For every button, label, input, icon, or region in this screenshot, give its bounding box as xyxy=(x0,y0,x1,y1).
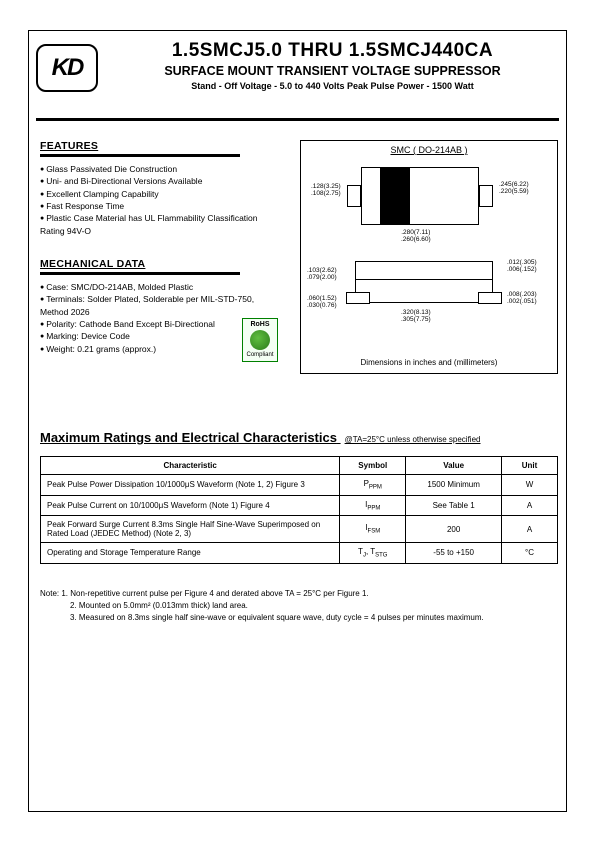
cathode-band xyxy=(380,168,410,224)
note-1: Note: 1. Non-repetitive current pulse pe… xyxy=(40,588,558,600)
list-item: Fast Response Time xyxy=(40,200,270,212)
cell-char: Peak Pulse Current on 10/1000μS Waveform… xyxy=(41,495,340,516)
cell-val: 200 xyxy=(406,516,502,543)
subscript: STG xyxy=(375,553,387,559)
brand-logo-text: KD xyxy=(52,54,83,82)
rohs-badge: RoHS Compliant xyxy=(242,318,278,362)
rohs-compliant-label: Compliant xyxy=(243,352,277,358)
list-item: Terminals: Solder Plated, Solderable per… xyxy=(40,293,270,318)
dim-label: .103(2.62) .079(2.00) xyxy=(307,267,337,281)
cell-char: Operating and Storage Temperature Range xyxy=(41,543,340,564)
cell-char: Peak Forward Surge Current 8.3ms Single … xyxy=(41,516,340,543)
dim-label: .060(1.52) .030(0.76) xyxy=(307,295,337,309)
pkg-foot-left xyxy=(346,292,370,304)
dim-label: .012(.305) .006(.152) xyxy=(507,259,537,273)
dim-label: .008(.203) .002(.051) xyxy=(507,291,537,305)
list-item: Marking: Device Code xyxy=(40,330,270,342)
cell-sym: PPPM xyxy=(340,475,406,496)
list-item: Polarity: Cathode Band Except Bi-Directi… xyxy=(40,318,270,330)
ratings-table: Characteristic Symbol Value Unit Peak Pu… xyxy=(40,456,558,564)
note-2: 2. Mounted on 5.0mm² (0.013mm thick) lan… xyxy=(40,600,558,612)
cell-sym: IFSM xyxy=(340,516,406,543)
note-3: 3. Measured on 8.3ms single half sine-wa… xyxy=(40,612,558,624)
table-row: Peak Pulse Power Dissipation 10/1000μS W… xyxy=(41,475,558,496)
cell-unit: A xyxy=(502,516,558,543)
pkg-side-upper xyxy=(356,262,492,280)
mechanical-heading: MECHANICAL DATA xyxy=(40,258,270,270)
cell-sym: IPPM xyxy=(340,495,406,516)
list-item: Plastic Case Material has UL Flammabilit… xyxy=(40,212,270,237)
table-row: Peak Forward Surge Current 8.3ms Single … xyxy=(41,516,558,543)
col-symbol: Symbol xyxy=(340,457,406,475)
package-diagram: SMC ( DO-214AB ) .128(3.25) .108(2.75) .… xyxy=(300,140,558,374)
dim-label: .280(7.11) .260(6.60) xyxy=(401,229,431,243)
list-item: Weight: 0.21 grams (approx.) xyxy=(40,343,270,355)
features-list: Glass Passivated Die Construction Uni- a… xyxy=(40,163,270,237)
col-characteristic: Characteristic xyxy=(41,457,340,475)
ratings-heading: Maximum Ratings and Electrical Character… xyxy=(40,430,480,445)
table-header-row: Characteristic Symbol Value Unit xyxy=(41,457,558,475)
dim-label: .245(6.22) .220(5.59) xyxy=(499,181,529,195)
table-row: Operating and Storage Temperature Range … xyxy=(41,543,558,564)
pkg-foot-right xyxy=(478,292,502,304)
part-number-title: 1.5SMCJ5.0 THRU 1.5SMCJ440CA xyxy=(106,40,559,62)
product-subtitle: SURFACE MOUNT TRANSIENT VOLTAGE SUPPRESS… xyxy=(106,64,559,78)
title-block: 1.5SMCJ5.0 THRU 1.5SMCJ440CA SURFACE MOU… xyxy=(106,40,559,112)
ratings-heading-text: Maximum Ratings and Electrical Character… xyxy=(40,430,337,445)
pkg-top-view xyxy=(361,167,479,225)
list-item: Uni- and Bi-Directional Versions Availab… xyxy=(40,175,270,187)
dim-label: .320(8.13) .305(7.75) xyxy=(401,309,431,323)
subscript: PPM xyxy=(367,505,380,511)
features-heading: FEATURES xyxy=(40,140,270,152)
pkg-lead-right xyxy=(479,185,493,207)
cell-unit: A xyxy=(502,495,558,516)
subscript: PPM xyxy=(369,485,382,491)
list-item: Glass Passivated Die Construction xyxy=(40,163,270,175)
diagram-caption: Dimensions in inches and (millimeters) xyxy=(301,358,557,367)
header: KD 1.5SMCJ5.0 THRU 1.5SMCJ440CA SURFACE … xyxy=(36,40,559,112)
cell-val: See Table 1 xyxy=(406,495,502,516)
cell-sym: TJ, TSTG xyxy=(340,543,406,564)
features-rule xyxy=(40,154,240,157)
cell-unit: °C xyxy=(502,543,558,564)
diagram-title: SMC ( DO-214AB ) xyxy=(301,145,557,155)
cell-char: Peak Pulse Power Dissipation 10/1000μS W… xyxy=(41,475,340,496)
header-rule xyxy=(36,118,559,121)
features-section: FEATURES Glass Passivated Die Constructi… xyxy=(40,140,270,237)
rohs-label: RoHS xyxy=(243,321,277,328)
brand-logo: KD xyxy=(36,44,98,92)
mechanical-list: Case: SMC/DO-214AB, Molded Plastic Termi… xyxy=(40,281,270,355)
cell-unit: W xyxy=(502,475,558,496)
list-item: Case: SMC/DO-214AB, Molded Plastic xyxy=(40,281,270,293)
cell-val: 1500 Minimum xyxy=(406,475,502,496)
subscript: FSM xyxy=(368,529,381,535)
table-row: Peak Pulse Current on 10/1000μS Waveform… xyxy=(41,495,558,516)
mechanical-rule xyxy=(40,272,240,275)
pkg-lead-left xyxy=(347,185,361,207)
mechanical-section: MECHANICAL DATA Case: SMC/DO-214AB, Mold… xyxy=(40,258,270,355)
ratings-condition: @TA=25°C unless otherwise specified xyxy=(345,435,481,444)
pkg-side-view xyxy=(355,261,493,303)
spec-line: Stand - Off Voltage - 5.0 to 440 Volts P… xyxy=(106,81,559,91)
leaf-icon xyxy=(250,330,270,350)
cell-val: -55 to +150 xyxy=(406,543,502,564)
subscript: J xyxy=(363,553,366,559)
col-unit: Unit xyxy=(502,457,558,475)
dim-label: .128(3.25) .108(2.75) xyxy=(311,183,341,197)
col-value: Value xyxy=(406,457,502,475)
notes-block: Note: 1. Non-repetitive current pulse pe… xyxy=(40,588,558,624)
list-item: Excellent Clamping Capability xyxy=(40,188,270,200)
